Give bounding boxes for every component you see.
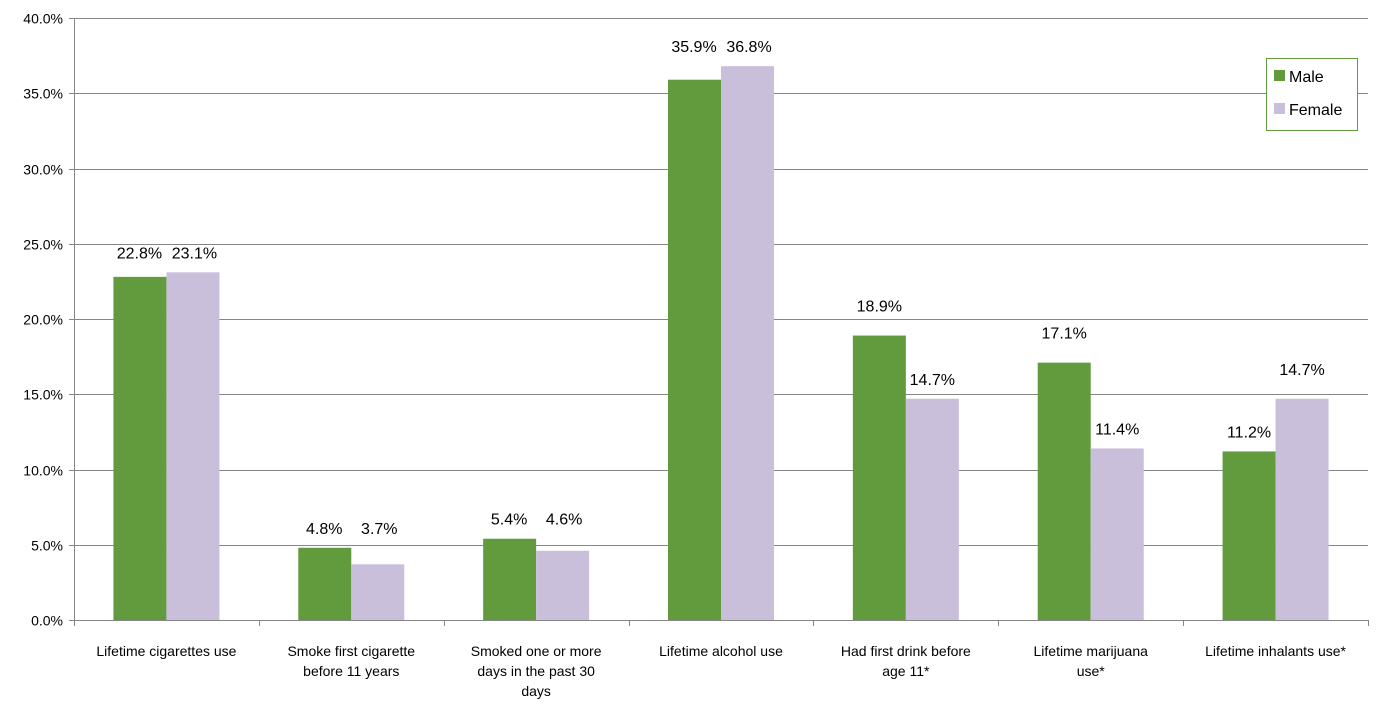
bar-male: [1222, 451, 1276, 620]
bar-female: [351, 564, 405, 620]
axes: 0.0% 5.0% 10.0% 15.0% 20.0% 25.0% 30.0% 35.0% 40…: [23, 11, 1369, 699]
bar-male: [113, 276, 167, 620]
bar-female: [166, 272, 220, 620]
x-category-label: use*: [1077, 663, 1106, 679]
data-label-female: 11.4%: [1095, 421, 1139, 438]
bar-female: [721, 66, 774, 620]
y-tick-label: 40.0%: [23, 11, 63, 27]
bar-female: [905, 398, 959, 620]
y-tick-label: 5.0%: [31, 538, 63, 554]
data-label-male: 11.2%: [1227, 424, 1271, 441]
data-label-female: 14.7%: [910, 372, 955, 389]
data-label-male: 5.4%: [491, 512, 527, 529]
x-category-label: days: [521, 683, 551, 699]
legend-label-female: Female: [1289, 102, 1342, 119]
x-category-label: Smoke first cigarette: [287, 643, 415, 659]
x-category-label: Smoked one or more: [471, 643, 602, 659]
x-category-label: age 11*: [882, 663, 930, 679]
y-tick-label: 35.0%: [23, 86, 63, 102]
bar-male: [668, 79, 721, 620]
x-category-label: Lifetime marijuana: [1034, 643, 1149, 659]
y-tick-label: 0.0%: [31, 613, 63, 629]
y-tick-label: 20.0%: [23, 312, 63, 328]
x-category-label: days in the past 30: [477, 663, 595, 679]
y-tick-label: 25.0%: [23, 237, 63, 253]
legend-swatch-female: [1274, 103, 1285, 114]
x-category-label: Lifetime cigarettes use: [96, 643, 236, 659]
data-label-female: 14.7%: [1279, 362, 1324, 379]
data-label-female: 36.8%: [726, 39, 771, 56]
x-category-label: before 11 years: [303, 663, 399, 679]
data-label-female: 4.6%: [546, 512, 582, 529]
bar-male: [1037, 362, 1091, 620]
y-tick-label: 10.0%: [23, 463, 63, 479]
legend-label-male: Male: [1289, 69, 1324, 86]
bar-female: [1275, 398, 1329, 620]
data-label-male: 22.8%: [117, 245, 162, 262]
bars: [113, 66, 1329, 620]
legend-swatch-male: [1274, 70, 1285, 81]
data-label-male: 17.1%: [1042, 326, 1087, 343]
y-tick-label: 15.0%: [23, 387, 63, 403]
bar-male: [852, 335, 906, 620]
x-category-label: Lifetime inhalants use*: [1205, 643, 1346, 659]
y-tick-label: 30.0%: [23, 162, 63, 178]
x-category-label: Lifetime alcohol use: [659, 643, 783, 659]
x-category-label: Had first drink before: [841, 643, 971, 659]
data-label-male: 4.8%: [306, 521, 342, 538]
data-label-male: 35.9%: [671, 39, 716, 56]
legend: Male Female: [1266, 58, 1358, 131]
data-label-female: 23.1%: [172, 245, 217, 262]
bar-male: [298, 547, 352, 620]
bar-male: [483, 538, 537, 620]
data-labels: 22.8% 4.8% 5.4% 35.9% 18.9% 17.1% 11.2% 23.1% 3.…: [117, 39, 1325, 538]
bar-female: [1090, 448, 1144, 620]
data-label-male: 18.9%: [857, 299, 902, 316]
data-label-female: 3.7%: [361, 521, 397, 538]
bar-female: [536, 550, 590, 620]
